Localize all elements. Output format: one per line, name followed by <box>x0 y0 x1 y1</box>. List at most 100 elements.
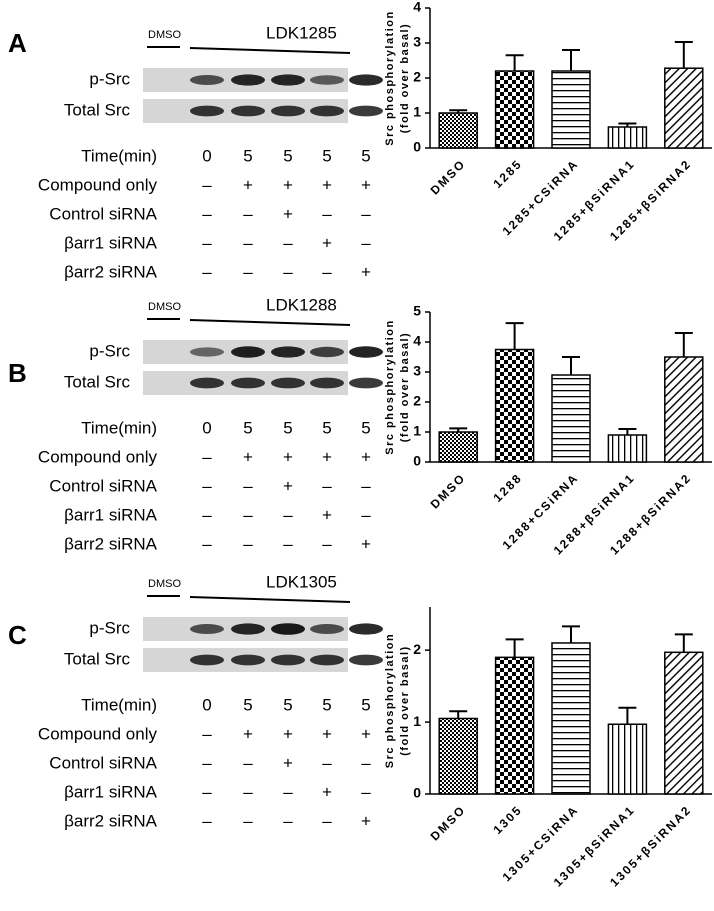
x-tick-label: DMSO <box>428 156 469 197</box>
error-bar <box>505 54 524 71</box>
y-tick-label: 1 <box>413 423 421 439</box>
condition-value: 5 <box>322 695 331 714</box>
blot-panel: A DMSO LDK1285 p-Src Total Src Time(min) 0 5 5 5 5… <box>8 23 383 281</box>
bar <box>494 656 535 795</box>
bar <box>664 67 704 149</box>
blot-band <box>310 654 344 666</box>
condition-value: + <box>283 753 293 772</box>
blot-band <box>349 377 383 389</box>
condition-value: – <box>283 262 293 281</box>
blot-band <box>231 623 265 635</box>
condition-value: – <box>243 811 253 830</box>
bar <box>607 126 648 149</box>
blot-label: p-Src <box>89 341 130 360</box>
y-tick-label: 3 <box>413 34 421 50</box>
condition-value: – <box>243 476 253 495</box>
y-axis-title: Src phosphorylation <box>384 10 396 145</box>
condition-label: Control siRNA <box>49 204 157 223</box>
condition-value: – <box>283 233 293 252</box>
error-bar <box>505 322 524 350</box>
y-tick-label: 4 <box>413 333 421 349</box>
blot-band <box>349 654 383 666</box>
condition-value: 0 <box>202 418 211 437</box>
condition-label: βarr1 siRNA <box>64 233 158 252</box>
condition-value: + <box>361 811 371 830</box>
blot-band <box>349 105 383 117</box>
condition-value: + <box>361 262 371 281</box>
y-tick-label: 3 <box>413 363 421 379</box>
blot-label: p-Src <box>89 618 130 637</box>
condition-label: βarr2 siRNA <box>64 262 158 281</box>
bar <box>664 356 704 463</box>
blot-band <box>349 346 383 358</box>
condition-value: 0 <box>202 146 211 165</box>
condition-value: – <box>202 534 212 553</box>
condition-value: – <box>243 233 253 252</box>
blot-band <box>310 346 344 358</box>
blot-label: Total Src <box>64 372 131 391</box>
y-tick-label: 1 <box>413 713 421 729</box>
bar <box>551 642 591 795</box>
bar <box>607 434 648 463</box>
blot-band <box>231 105 265 117</box>
condition-value: + <box>243 175 253 194</box>
dmso-label: DMSO <box>148 301 181 313</box>
y-tick-label: 2 <box>413 641 421 657</box>
condition-value: + <box>361 447 371 466</box>
condition-label: Control siRNA <box>49 753 157 772</box>
condition-label: βarr2 siRNA <box>64 534 158 553</box>
condition-value: 5 <box>283 146 292 165</box>
error-bar <box>562 356 580 375</box>
bar <box>438 431 478 463</box>
condition-value: + <box>322 233 332 252</box>
condition-value: – <box>202 753 212 772</box>
condition-value: + <box>283 447 293 466</box>
blot-label: Total Src <box>64 649 131 668</box>
condition-value: – <box>243 753 253 772</box>
condition-value: 5 <box>361 418 370 437</box>
condition-value: + <box>361 175 371 194</box>
bar <box>551 374 591 463</box>
condition-value: + <box>322 724 332 743</box>
blot-band <box>271 654 305 666</box>
condition-value: – <box>361 476 371 495</box>
condition-value: 5 <box>243 695 252 714</box>
condition-value: – <box>283 811 293 830</box>
condition-label: Control siRNA <box>49 476 157 495</box>
error-bar <box>562 625 580 643</box>
error-bar <box>449 427 468 432</box>
blot-band <box>271 105 305 117</box>
error-bar <box>562 49 580 71</box>
error-bar <box>449 109 468 113</box>
condition-value: 5 <box>322 146 331 165</box>
y-tick-label: 1 <box>413 104 421 120</box>
condition-label: Time(min) <box>81 146 157 165</box>
error-bar <box>618 706 637 725</box>
bar <box>551 70 591 149</box>
blot-band <box>190 624 224 634</box>
condition-value: + <box>322 505 332 524</box>
blot-band <box>349 74 383 86</box>
blot-band <box>271 346 305 358</box>
panel-letter: A <box>8 28 27 58</box>
blot-panel: C DMSO LDK1305 p-Src Total Src Time(min) 0 5 5 5 5… <box>8 572 383 830</box>
condition-value: – <box>322 534 332 553</box>
blot-band <box>190 654 224 666</box>
x-tick-label: DMSO <box>428 470 469 511</box>
condition-value: – <box>322 753 332 772</box>
condition-value: – <box>322 811 332 830</box>
condition-value: + <box>322 447 332 466</box>
condition-value: – <box>243 262 253 281</box>
condition-value: – <box>202 262 212 281</box>
bar <box>494 70 535 149</box>
condition-value: + <box>361 534 371 553</box>
condition-label: Compound only <box>38 447 158 466</box>
condition-value: + <box>322 782 332 801</box>
y-tick-label: 0 <box>413 785 421 801</box>
condition-value: + <box>283 175 293 194</box>
condition-label: Time(min) <box>81 695 157 714</box>
blot-band <box>310 75 344 85</box>
error-bar <box>618 428 637 435</box>
condition-value: + <box>243 724 253 743</box>
